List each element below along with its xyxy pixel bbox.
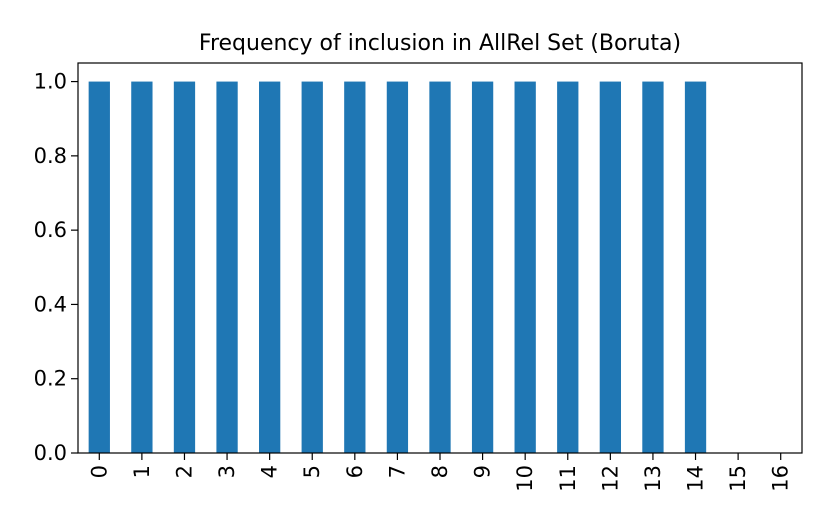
x-tick-label: 9 (471, 465, 495, 478)
bar-11 (557, 81, 579, 454)
x-tick-label: 3 (215, 465, 239, 478)
x-tick-label: 4 (258, 465, 282, 478)
bar-1 (131, 81, 153, 454)
bar-12 (599, 81, 621, 454)
x-tick-label: 2 (172, 465, 196, 478)
x-tick-label: 12 (598, 465, 622, 492)
bar-13 (642, 81, 664, 454)
x-tick-label: 10 (513, 465, 537, 492)
bars-group (88, 81, 707, 454)
chart-title: Frequency of inclusion in AllRel Set (Bo… (199, 31, 681, 56)
bar-8 (429, 81, 451, 454)
bar-10 (514, 81, 536, 454)
y-tick-label: 1.0 (34, 70, 67, 94)
bar-2 (173, 81, 196, 454)
bar-7 (386, 81, 409, 454)
y-axis: 0.0 0.2 0.4 0.6 0.8 1.0 (34, 70, 78, 465)
bar-9 (471, 81, 494, 454)
y-tick-label: 0.6 (34, 218, 67, 242)
bar-4 (259, 81, 281, 454)
plot-frame (77, 62, 803, 454)
y-tick-label: 0.4 (34, 292, 67, 316)
bar-5 (301, 81, 323, 454)
bar-14 (684, 81, 707, 454)
x-axis: 0 1 2 3 4 5 6 7 8 9 10 11 12 13 14 15 16 (87, 453, 793, 492)
x-tick-label: 16 (769, 465, 793, 492)
y-tick-label: 0.2 (34, 367, 67, 391)
x-tick-label: 5 (300, 465, 324, 478)
y-tick-label: 0.0 (34, 441, 67, 465)
x-tick-label: 13 (641, 465, 665, 492)
x-tick-label: 15 (726, 465, 750, 492)
bar-6 (344, 81, 366, 454)
x-tick-label: 8 (428, 465, 452, 478)
x-tick-label: 7 (385, 465, 409, 478)
bar-3 (216, 81, 238, 454)
bar-0 (88, 81, 110, 454)
x-tick-label: 11 (556, 465, 580, 492)
x-tick-label: 1 (130, 465, 154, 478)
y-tick-label: 0.8 (34, 144, 67, 168)
x-tick-label: 6 (343, 465, 367, 478)
x-tick-label: 14 (684, 465, 708, 492)
x-tick-label: 0 (87, 465, 111, 478)
